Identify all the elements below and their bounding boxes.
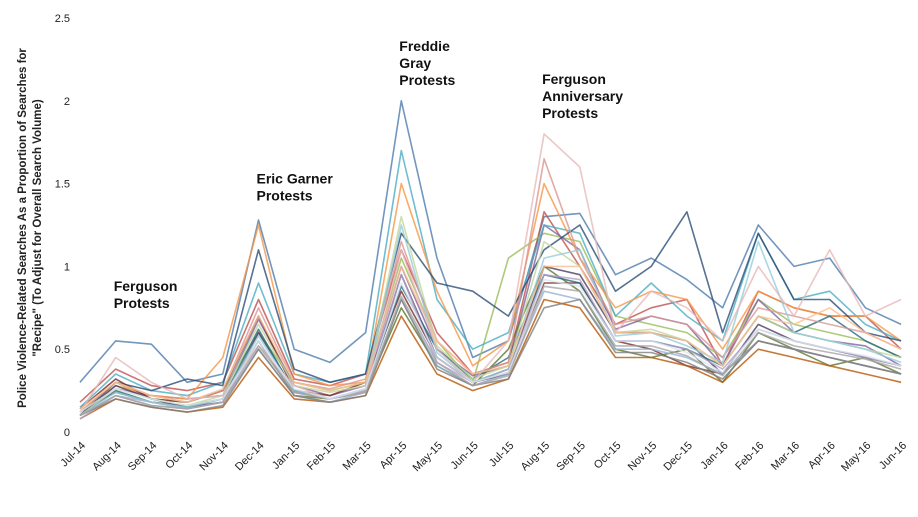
x-tick-label: May-16 [839,440,873,474]
x-tick-label: May-15 [411,440,445,474]
series-line [79,298,902,417]
annotation-label: Gray [399,55,431,71]
series-line [79,182,902,413]
x-tick-label: Mar-15 [341,440,374,473]
annotation-label: Protests [542,105,598,121]
x-tick-label: Jul-14 [58,440,88,470]
y-tick-label: 1.5 [55,179,70,191]
x-tick-label: Jun-15 [449,440,481,472]
series-line [79,278,902,413]
y-axis-ticks: 0 0.5 1 1.5 2 2.5 [55,13,70,439]
series-line [79,158,902,413]
x-tick-label: Jul-15 [487,440,517,470]
y-tick-label: 0.5 [55,344,70,356]
series-line [79,133,902,413]
series-line [79,100,902,384]
y-tick-label: 1 [64,261,70,273]
x-tick-label: Sep-14 [126,440,160,474]
x-tick-label: Nov-14 [197,440,231,474]
x-tick-label: Feb-15 [305,440,338,473]
series-line [79,211,902,403]
x-tick-label: Feb-16 [733,440,766,473]
x-tick-label: Dec-15 [661,440,695,474]
annotation-label: Protests [257,188,313,204]
y-tick-label: 2 [64,96,70,108]
annotation-label: Protests [114,295,170,311]
y-axis-title-line-2: "Recipe" (To Adjust for Overall Search V… [32,99,44,357]
x-tick-label: Oct-15 [592,440,624,472]
x-tick-label: Apr-15 [378,440,410,472]
x-tick-label: Nov-15 [626,440,660,474]
series-line [79,265,902,410]
series-line [79,211,902,416]
x-tick-label: Oct-14 [163,440,195,472]
x-tick-label: Aug-14 [90,440,124,474]
annotation-label: Freddie [399,38,450,54]
y-axis-title-line-1: Police Violence-Related Searches As a Pr… [17,48,29,408]
x-axis-ticks: Jul-14 Aug-14 Sep-14 Oct-14 Nov-14 Dec-14 Jan-… [58,440,909,474]
series-line [79,215,902,417]
x-tick-label: Jan-16 [698,440,730,472]
y-tick-label: 2.5 [55,13,70,25]
x-tick-label: Dec-14 [233,440,267,474]
series-line [79,285,902,417]
annotation-label: Eric Garner [257,171,334,187]
annotation-label: Anniversary [542,88,623,104]
series-line [79,298,902,420]
x-tick-label: Jun-16 [877,440,909,472]
y-axis-title: Police Violence-Related Searches As a Pr… [17,48,44,408]
x-tick-label: Aug-15 [519,440,553,474]
x-tick-label: Apr-16 [806,440,838,472]
annotation-label: Protests [399,72,455,88]
y-tick-label: 0 [64,427,70,439]
series-lines [79,100,902,420]
annotation-label: Ferguson [542,71,606,87]
x-tick-label: Mar-16 [769,440,802,473]
annotation-label: Ferguson [114,278,178,294]
x-tick-label: Jan-15 [270,440,302,472]
x-tick-label: Sep-15 [554,440,588,474]
